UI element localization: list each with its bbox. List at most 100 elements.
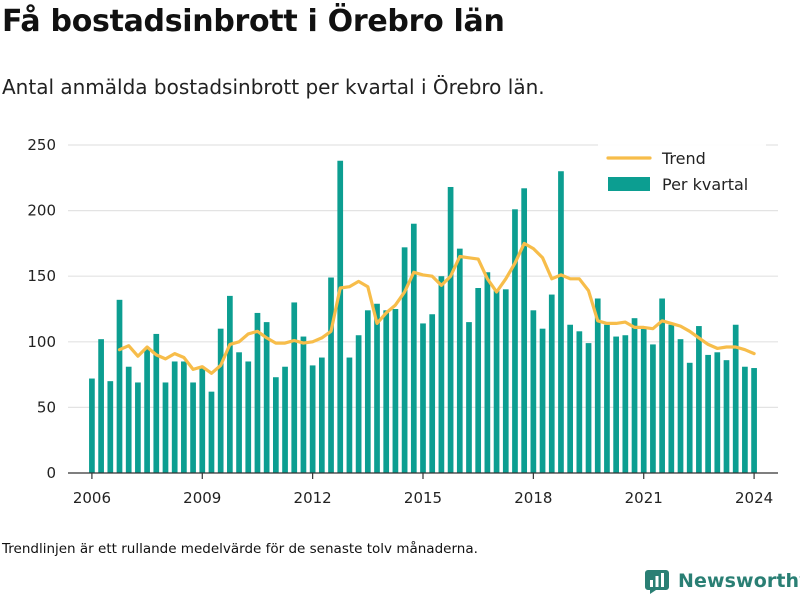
bar <box>594 298 601 473</box>
bar <box>401 247 408 473</box>
x-tick-label: 2021 <box>625 489 663 507</box>
bar <box>328 277 334 473</box>
bar <box>438 276 445 473</box>
bar <box>318 357 325 473</box>
bar <box>530 310 537 473</box>
bar <box>751 368 757 473</box>
bar <box>686 362 693 473</box>
bar <box>548 294 555 473</box>
bar <box>659 298 665 473</box>
y-tick-label: 50 <box>37 398 56 416</box>
y-tick-label: 100 <box>27 333 56 351</box>
bar <box>153 333 160 473</box>
chart-subtitle: Antal anmälda bostadsinbrott per kvartal… <box>2 75 545 99</box>
line-series-trend <box>117 241 756 375</box>
brand-logo: Newsworthy <box>644 568 800 594</box>
bar <box>300 336 307 473</box>
bar <box>171 361 178 473</box>
bar <box>696 326 702 473</box>
axes: 0 50 100 150 200 250 2006 2009 2012 2015 2018 2021 2… <box>27 136 778 507</box>
trend-line <box>117 241 756 375</box>
bar <box>456 248 463 473</box>
y-tick-label: 0 <box>46 464 56 482</box>
chart-title: Få bostadsinbrott i Örebro län <box>2 4 505 39</box>
y-tick-label: 200 <box>27 202 56 220</box>
footnote: Trendlinjen är ett rullande medelvärde f… <box>2 541 478 557</box>
bar <box>493 290 500 473</box>
bar <box>723 360 730 473</box>
bar <box>512 209 518 473</box>
x-tick-label: 2006 <box>73 489 111 507</box>
bar <box>668 324 675 473</box>
bar <box>613 336 619 473</box>
bar <box>714 352 721 473</box>
bar <box>98 339 104 473</box>
bar <box>466 322 472 473</box>
bar <box>732 324 739 473</box>
bar <box>208 391 215 473</box>
bar <box>374 303 380 473</box>
bar <box>236 352 242 473</box>
bar <box>282 366 288 473</box>
bar-chart: 0 50 100 150 200 250 2006 2009 2012 2015 2018 2021 2… <box>27 136 778 507</box>
bar <box>217 328 224 473</box>
x-tick-label: 2012 <box>294 489 332 507</box>
bar <box>650 344 656 473</box>
bar <box>245 361 252 473</box>
bar <box>631 318 638 473</box>
bar <box>291 302 298 473</box>
bar <box>125 366 132 473</box>
bar <box>190 382 196 473</box>
bar <box>107 381 114 473</box>
x-tick-label: 2018 <box>514 489 552 507</box>
x-tick-label: 2015 <box>404 489 442 507</box>
y-tick-label: 150 <box>27 267 56 285</box>
bar <box>383 310 390 473</box>
bar <box>144 348 150 473</box>
bar <box>181 361 187 473</box>
x-tick-label: 2009 <box>183 489 221 507</box>
legend: Trend Per kvartal <box>598 142 766 200</box>
bar <box>622 335 629 473</box>
bar <box>392 309 399 473</box>
bar <box>705 354 711 473</box>
bar <box>447 186 454 473</box>
bar <box>89 378 95 473</box>
y-tick-label: 250 <box>27 136 56 154</box>
bar <box>309 365 316 473</box>
bar <box>420 323 426 473</box>
bar <box>254 312 261 473</box>
bar <box>135 382 141 473</box>
legend-swatch-per-kvartal <box>608 177 650 191</box>
bar <box>585 343 592 473</box>
bar <box>199 368 206 473</box>
bar <box>227 295 233 473</box>
bar <box>410 223 417 473</box>
bar <box>521 188 528 473</box>
bar-series-per-kvartal <box>89 160 757 474</box>
bar <box>364 310 371 473</box>
bar <box>263 322 270 473</box>
bar <box>604 324 610 473</box>
bar <box>355 335 362 473</box>
bar <box>576 331 583 473</box>
bar <box>567 324 574 473</box>
bar <box>429 314 436 473</box>
brand-name: Newsworthy <box>678 570 800 592</box>
bar <box>502 289 509 473</box>
bar <box>272 377 279 473</box>
bar <box>162 382 169 473</box>
bar <box>116 299 123 473</box>
bar <box>484 272 491 473</box>
bar <box>475 288 482 473</box>
bar <box>346 357 353 473</box>
bar <box>677 339 684 473</box>
legend-label-per-kvartal: Per kvartal <box>662 175 748 194</box>
bar <box>640 328 647 473</box>
bar <box>337 160 344 473</box>
bar <box>539 328 546 473</box>
bar <box>742 366 748 473</box>
legend-label-trend: Trend <box>661 149 706 168</box>
newsworthy-logo-icon <box>645 570 669 594</box>
x-tick-label: 2024 <box>735 489 773 507</box>
